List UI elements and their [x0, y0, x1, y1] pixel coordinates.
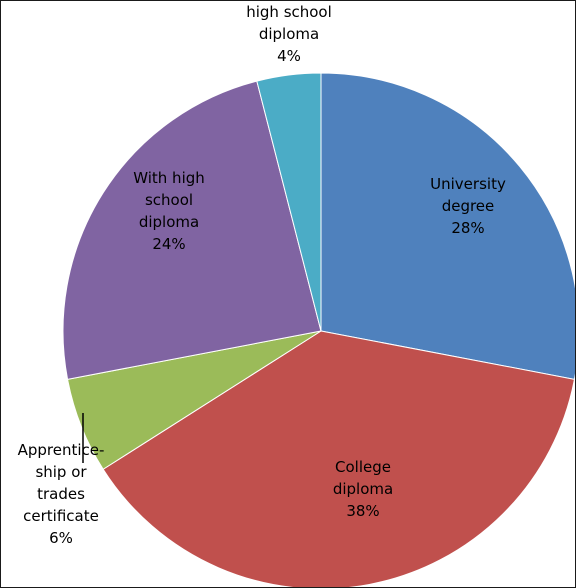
pie-slice-with-high-school-diploma: [62, 80, 322, 380]
pie-slices: [62, 72, 575, 587]
slice-label-line: trades: [37, 485, 85, 503]
slice-label-line: certificate: [23, 507, 99, 525]
slice-labels: University degree 28% College diploma 38% Appr…: [18, 1, 506, 547]
slice-label-line: ship or: [35, 463, 87, 481]
slice-label-line: 38%: [346, 502, 379, 520]
slice-label-university-degree: University degree 28%: [430, 175, 506, 237]
slice-label-line: diploma: [139, 213, 199, 231]
pie-slice-university-degree: [320, 72, 575, 380]
slice-label-apprenticeship-or-trades-certificate: Apprentice-ship or trades certificate 6%: [18, 441, 105, 547]
slice-label-line: diploma: [333, 480, 393, 498]
slice-label-line: 24%: [152, 235, 185, 253]
slice-label-line: 6%: [49, 529, 73, 547]
slice-label-line: 4%: [277, 47, 301, 65]
slice-label-line: University: [430, 175, 506, 193]
slice-label-line: Apprentice-: [18, 441, 105, 459]
slice-label-line: high school: [246, 3, 332, 21]
slice-label-line: College: [335, 458, 391, 476]
slice-label-with-high-school-diploma: With high school diploma 24%: [133, 169, 205, 253]
pie-slice-without-high-school-diploma: [256, 72, 322, 332]
slice-label-college-diploma: College diploma 38%: [333, 458, 393, 520]
slice-label-line: diploma: [259, 25, 319, 43]
slice-label-line: school: [145, 191, 193, 209]
slice-label-line: degree: [442, 197, 495, 215]
slice-label-line: With high: [133, 169, 205, 187]
slice-label-line: 28%: [451, 219, 484, 237]
